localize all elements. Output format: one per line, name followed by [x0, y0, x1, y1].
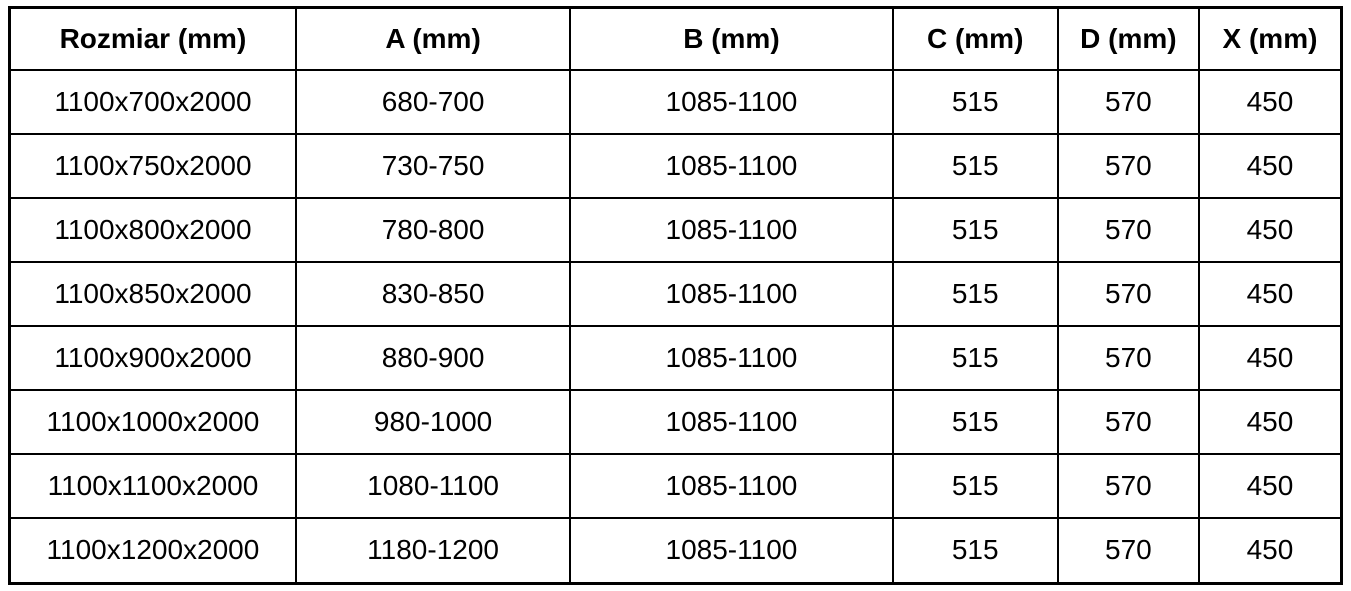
table-row: 1100x750x2000 730-750 1085-1100 515 570 …	[8, 133, 1343, 200]
cell-x: 450	[1197, 453, 1343, 520]
table-body: 1100x700x2000 680-700 1085-1100 515 570 …	[8, 68, 1343, 585]
table-row: 1100x700x2000 680-700 1085-1100 515 570 …	[8, 68, 1343, 136]
cell-rozmiar: 1100x1100x2000	[8, 453, 297, 520]
table-header-row: Rozmiar (mm) A (mm) B (mm) C (mm) D (mm)…	[8, 6, 1343, 71]
cell-x: 450	[1197, 325, 1343, 392]
cell-b: 1085-1100	[569, 389, 894, 456]
cell-x: 450	[1197, 133, 1343, 200]
cell-a: 830-850	[294, 261, 572, 328]
cell-d: 570	[1056, 197, 1200, 264]
cell-b: 1085-1100	[569, 133, 894, 200]
cell-rozmiar: 1100x850x2000	[8, 261, 297, 328]
cell-d: 570	[1056, 325, 1200, 392]
cell-x: 450	[1197, 517, 1343, 585]
cell-x: 450	[1197, 197, 1343, 264]
cell-c: 515	[891, 325, 1059, 392]
cell-c: 515	[891, 68, 1059, 136]
cell-a: 880-900	[294, 325, 572, 392]
cell-x: 450	[1197, 68, 1343, 136]
cell-d: 570	[1056, 389, 1200, 456]
cell-x: 450	[1197, 261, 1343, 328]
cell-c: 515	[891, 517, 1059, 585]
header-cell-b: B (mm)	[569, 6, 894, 71]
cell-c: 515	[891, 389, 1059, 456]
cell-c: 515	[891, 261, 1059, 328]
cell-a: 1080-1100	[294, 453, 572, 520]
cell-b: 1085-1100	[569, 68, 894, 136]
cell-a: 780-800	[294, 197, 572, 264]
cell-a: 730-750	[294, 133, 572, 200]
cell-a: 980-1000	[294, 389, 572, 456]
table-row: 1100x900x2000 880-900 1085-1100 515 570 …	[8, 325, 1343, 392]
cell-b: 1085-1100	[569, 197, 894, 264]
cell-rozmiar: 1100x750x2000	[8, 133, 297, 200]
cell-b: 1085-1100	[569, 453, 894, 520]
cell-d: 570	[1056, 68, 1200, 136]
cell-b: 1085-1100	[569, 261, 894, 328]
cell-c: 515	[891, 197, 1059, 264]
header-cell-a: A (mm)	[294, 6, 572, 71]
cell-rozmiar: 1100x800x2000	[8, 197, 297, 264]
table-row: 1100x800x2000 780-800 1085-1100 515 570 …	[8, 197, 1343, 264]
cell-c: 515	[891, 453, 1059, 520]
cell-rozmiar: 1100x700x2000	[8, 68, 297, 136]
cell-b: 1085-1100	[569, 325, 894, 392]
cell-rozmiar: 1100x1000x2000	[8, 389, 297, 456]
header-cell-d: D (mm)	[1056, 6, 1200, 71]
cell-x: 450	[1197, 389, 1343, 456]
size-spec-table: Rozmiar (mm) A (mm) B (mm) C (mm) D (mm)…	[8, 6, 1343, 585]
cell-rozmiar: 1100x1200x2000	[8, 517, 297, 585]
header-cell-c: C (mm)	[891, 6, 1059, 71]
table-row: 1100x1100x2000 1080-1100 1085-1100 515 5…	[8, 453, 1343, 520]
cell-d: 570	[1056, 517, 1200, 585]
cell-b: 1085-1100	[569, 517, 894, 585]
table-row: 1100x1000x2000 980-1000 1085-1100 515 57…	[8, 389, 1343, 456]
cell-rozmiar: 1100x900x2000	[8, 325, 297, 392]
header-cell-rozmiar: Rozmiar (mm)	[8, 6, 297, 71]
cell-c: 515	[891, 133, 1059, 200]
cell-d: 570	[1056, 261, 1200, 328]
cell-d: 570	[1056, 453, 1200, 520]
cell-a: 1180-1200	[294, 517, 572, 585]
table-head: Rozmiar (mm) A (mm) B (mm) C (mm) D (mm)…	[8, 6, 1343, 71]
cell-d: 570	[1056, 133, 1200, 200]
table-row: 1100x850x2000 830-850 1085-1100 515 570 …	[8, 261, 1343, 328]
header-cell-x: X (mm)	[1197, 6, 1343, 71]
cell-a: 680-700	[294, 68, 572, 136]
table-row: 1100x1200x2000 1180-1200 1085-1100 515 5…	[8, 517, 1343, 585]
